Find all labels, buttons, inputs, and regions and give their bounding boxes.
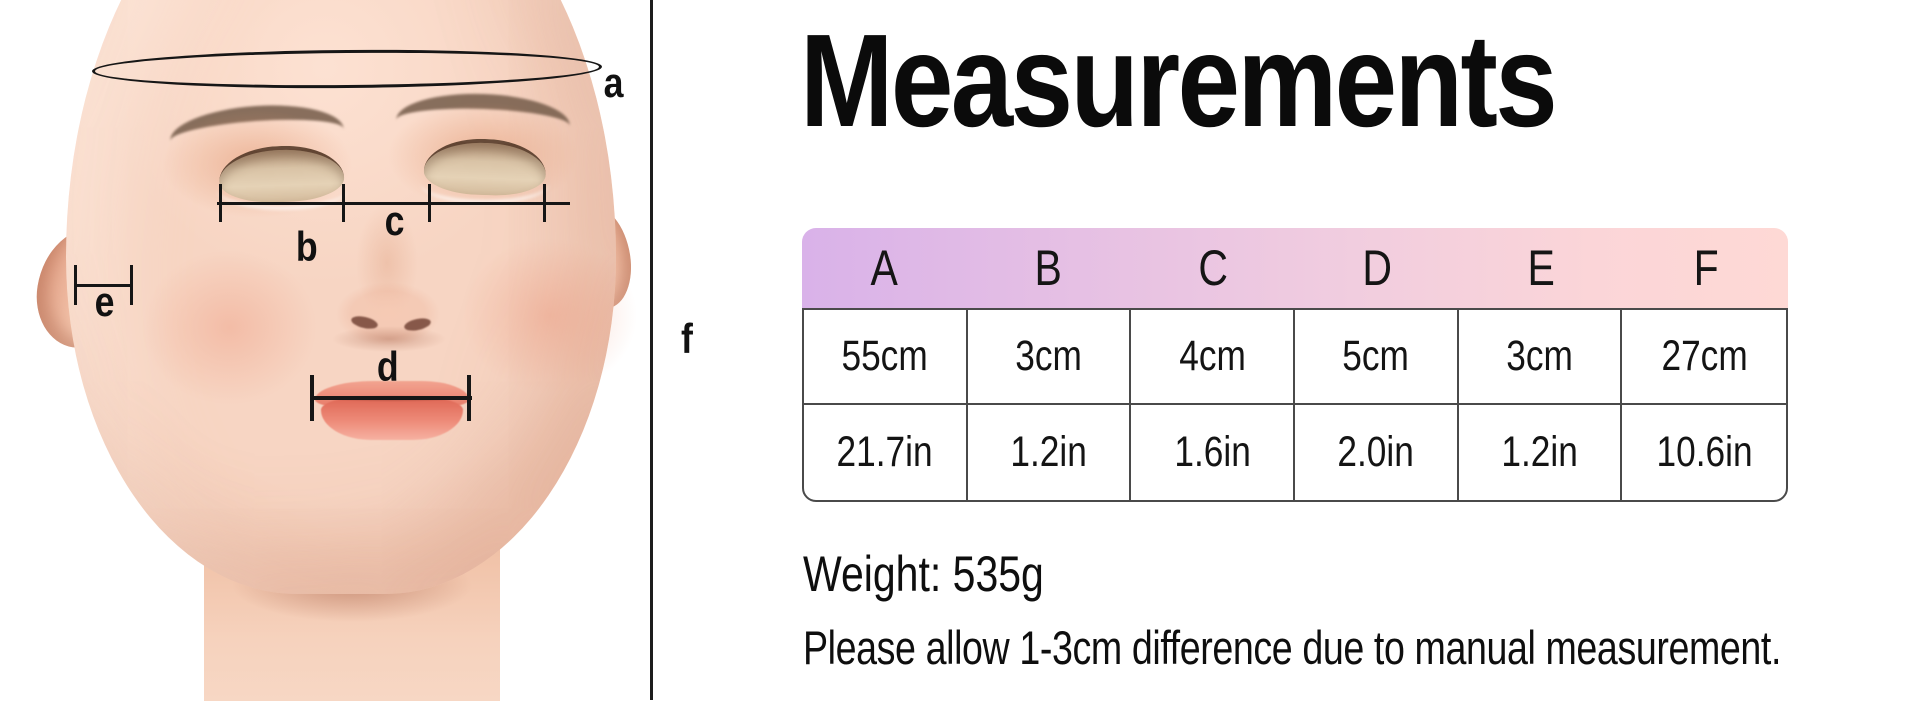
table-cell-in-a: 21.7in: [804, 405, 968, 500]
label-d: d: [376, 343, 399, 390]
header-cell-b: B: [1034, 240, 1063, 296]
cell-value: 2.0in: [1337, 428, 1415, 476]
label-f: f: [680, 315, 693, 362]
label-a: a: [603, 59, 624, 106]
page-title: Measurements: [800, 7, 1558, 154]
cell-value: 4cm: [1178, 332, 1246, 380]
header-cell-e: E: [1527, 240, 1556, 296]
table-cell-cm-f: 27cm: [1622, 310, 1786, 405]
cell-value: 55cm: [841, 332, 928, 380]
label-c: c: [384, 197, 405, 244]
mouth-measurement-line: [311, 396, 472, 400]
table-cell-in-b: 1.2in: [968, 405, 1132, 500]
table-cell-cm-b: 3cm: [967, 310, 1132, 405]
label-e: e: [94, 278, 115, 325]
table-cell-cm-a: 55cm: [804, 310, 968, 405]
table-body: 55cm 3cm 4cm 5cm 3cm 27cm 21.7in 1.2in 1…: [802, 308, 1788, 502]
table-cell-cm-e: 3cm: [1458, 310, 1623, 405]
ear-line-tick-1: [74, 265, 77, 305]
left-under-eye-highlight: [216, 168, 348, 210]
eye-line-tick-1: [219, 184, 222, 222]
eye-line-tick-3: [428, 184, 431, 222]
table-cell-cm-c: 4cm: [1131, 310, 1295, 405]
mouth-line-tick-1: [310, 375, 314, 421]
table-cell-cm-d: 5cm: [1295, 310, 1459, 405]
table-header-row: A B C D E F: [802, 228, 1788, 308]
ear-line-tick-2: [130, 265, 133, 305]
right-cheek-blush: [462, 238, 637, 393]
nose-base-shadow: [332, 326, 446, 352]
header-cell-f: F: [1693, 240, 1719, 296]
eye-measurement-line: [217, 202, 570, 205]
cell-value: 1.6in: [1173, 428, 1251, 476]
header-cell-a: A: [870, 240, 898, 296]
cell-value: 3cm: [1506, 332, 1573, 380]
ear-measurement-line: [75, 284, 133, 287]
table-cell-in-e: 1.2in: [1459, 405, 1623, 500]
head-photo-panel: a b c d e: [0, 0, 651, 701]
left-cheek-blush: [142, 250, 317, 405]
cell-value: 1.2in: [1010, 428, 1087, 476]
divider-line: [650, 0, 653, 700]
nose-tip: [336, 282, 440, 346]
label-b: b: [295, 223, 318, 270]
measurements-table: A B C D E F 55cm 3cm 4cm 5cm 3cm 27cm 21…: [802, 228, 1788, 502]
bald-head-silhouette: [66, 0, 616, 594]
lower-lip: [321, 398, 463, 440]
note-text: Please allow 1-3cm difference due to man…: [803, 621, 1782, 674]
mouth-line-tick-2: [467, 375, 471, 421]
cell-value: 10.6in: [1656, 428, 1753, 476]
eye-line-tick-2: [342, 184, 345, 222]
cell-value: 21.7in: [836, 428, 933, 476]
cell-value: 27cm: [1661, 332, 1748, 380]
table-cell-in-c: 1.6in: [1131, 405, 1295, 500]
weight-text: Weight: 535g: [803, 546, 1044, 602]
cell-value: 1.2in: [1501, 428, 1578, 476]
table-cell-in-f: 10.6in: [1622, 405, 1786, 500]
cell-value: 5cm: [1342, 332, 1410, 380]
cell-value: 3cm: [1015, 332, 1082, 380]
header-cell-c: C: [1198, 240, 1228, 296]
right-under-eye-highlight: [420, 162, 550, 204]
table-cell-in-d: 2.0in: [1295, 405, 1459, 500]
eye-line-tick-4: [543, 184, 546, 222]
header-cell-d: D: [1362, 240, 1392, 296]
